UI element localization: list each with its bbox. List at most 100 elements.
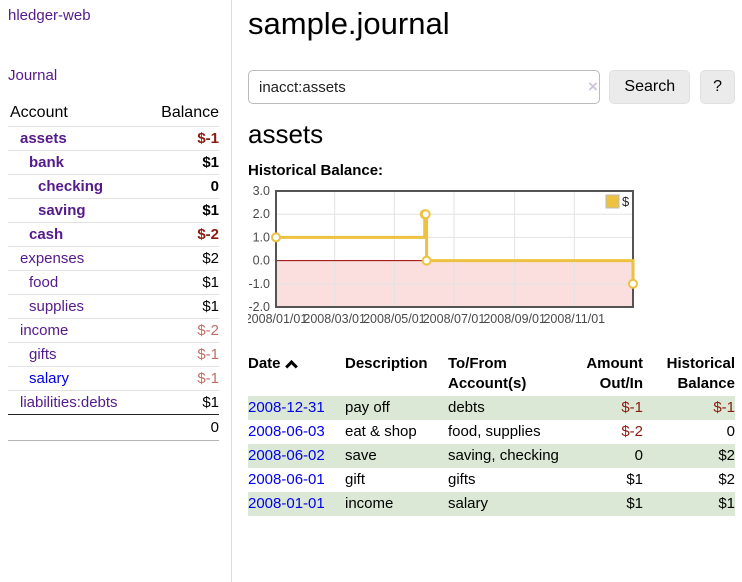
- transaction-date-link[interactable]: 2008-12-31: [248, 399, 325, 416]
- sidebar-account-balance: $-2: [197, 322, 219, 339]
- help-button[interactable]: ?: [700, 70, 735, 104]
- cell-amount: $-2: [621, 423, 643, 440]
- column-header-description: Description: [345, 355, 428, 372]
- sidebar-account-row: expenses $2: [8, 246, 219, 270]
- cell-amount: $1: [626, 495, 643, 512]
- sidebar-account-link[interactable]: salary: [29, 370, 70, 387]
- sidebar-account-row: checking 0: [8, 174, 219, 198]
- cell-date: 2008-01-01: [248, 492, 345, 516]
- sidebar-account-link[interactable]: cash: [29, 226, 64, 243]
- sidebar-account-link[interactable]: gifts: [29, 346, 57, 363]
- cell-balance: $-1: [713, 399, 735, 416]
- x-axis-tick-label: 2008/03/01: [303, 312, 366, 326]
- x-axis-tick-label: 2008/05/01: [363, 312, 426, 326]
- cell-balance: $2: [718, 471, 735, 488]
- balance-chart[interactable]: $3.0 2.0 1.0 0.0 -1.0 -2.0 2008/01/01 2008/03/0…: [245, 184, 735, 340]
- y-axis-tick-label: -1.0: [248, 277, 270, 291]
- column-header-amount: Amount Out/In: [586, 355, 643, 392]
- sidebar-account-balance: $2: [202, 250, 219, 267]
- data-point-marker: [628, 278, 638, 289]
- sidebar-account-link[interactable]: food: [29, 274, 59, 291]
- sidebar-account-link[interactable]: assets: [20, 130, 67, 147]
- sidebar-account-row: food $1: [8, 270, 219, 294]
- sidebar-account-row: bank $1: [8, 150, 219, 174]
- cell-accounts: saving, checking: [448, 447, 559, 464]
- register-header-row: Date Description To/From Account(s) Amou…: [248, 352, 735, 396]
- accounts-grand-total: 0: [8, 414, 219, 441]
- sidebar-account-link[interactable]: bank: [29, 154, 65, 171]
- account-heading: assets: [248, 119, 324, 149]
- cell-amount: 0: [634, 447, 643, 464]
- x-axis-tick-label: 2008/09/01: [483, 312, 546, 326]
- cell-description: income: [345, 495, 394, 512]
- search-bar: × Search ?: [248, 70, 735, 104]
- register-row: 2008-06-01 gift gifts $1 $2: [248, 468, 735, 492]
- cell-balance: 0: [726, 423, 735, 440]
- sidebar-account-link[interactable]: supplies: [29, 298, 85, 315]
- cell-accounts: salary: [448, 495, 489, 512]
- sidebar-account-link[interactable]: expenses: [20, 250, 85, 267]
- sort-ascending-icon: [284, 359, 298, 373]
- sidebar-account-balance: $-1: [197, 130, 219, 147]
- page-title: sample.journal: [248, 6, 450, 41]
- cell-date: 2008-06-02: [248, 444, 345, 468]
- sidebar-account-row: income $-2: [8, 318, 219, 342]
- search-input[interactable]: [248, 70, 601, 104]
- cell-description: save: [345, 447, 377, 464]
- sidebar-account-row: supplies $1: [8, 294, 219, 318]
- sidebar-account-balance: $-2: [197, 226, 219, 243]
- sidebar-account-row: gifts $-1: [8, 342, 219, 366]
- cell-accounts: gifts: [448, 471, 476, 488]
- cell-description: eat & shop: [345, 423, 417, 440]
- account-column-header: Account: [10, 104, 68, 121]
- sidebar-account-balance: 0: [210, 178, 219, 195]
- cell-balance: $2: [718, 447, 735, 464]
- sidebar-account-balance: $1: [202, 274, 219, 291]
- legend-label: $: [622, 194, 630, 209]
- search-button[interactable]: Search: [609, 70, 691, 104]
- cell-accounts: debts: [448, 399, 485, 416]
- chart-title: Historical Balance:: [248, 162, 384, 179]
- sidebar-account-balance: $1: [202, 202, 219, 219]
- sidebar-account-row: salary $-1: [8, 366, 219, 390]
- sidebar-account-link[interactable]: saving: [38, 202, 86, 219]
- cell-description: gift: [345, 471, 366, 488]
- sidebar-account-balance: $1: [202, 154, 219, 171]
- register-table: Date Description To/From Account(s) Amou…: [248, 352, 735, 516]
- sidebar-item-journal[interactable]: Journal: [8, 67, 58, 84]
- x-axis-tick-label: 2008/01/01: [248, 312, 307, 326]
- cell-date: 2008-12-31: [248, 396, 345, 420]
- balance-column-header: Balance: [161, 104, 219, 121]
- transaction-date-link[interactable]: 2008-01-01: [248, 495, 325, 512]
- y-axis-tick-label: 1.0: [253, 230, 270, 244]
- column-header-date[interactable]: Date: [248, 352, 345, 396]
- data-point-marker: [271, 232, 281, 243]
- column-header-accounts: To/From Account(s): [448, 355, 527, 392]
- transaction-date-link[interactable]: 2008-06-02: [248, 447, 325, 464]
- sidebar: hledger-web Journal Account Balance asse…: [0, 0, 232, 582]
- sidebar-account-row: liabilities:debts $1: [8, 390, 219, 414]
- accounts-table-header: Account Balance: [8, 101, 219, 126]
- account-rows: assets $-1 bank $1 checking 0 saving $1 cash $-2 e…: [8, 126, 219, 414]
- transaction-date-link[interactable]: 2008-06-01: [248, 471, 325, 488]
- app-brand-link[interactable]: hledger-web: [8, 7, 91, 24]
- register-row: 2008-12-31 pay off debts $-1 $-1: [248, 396, 735, 420]
- cell-date: 2008-06-03: [248, 420, 345, 444]
- plot-border: [275, 190, 634, 308]
- register-row: 2008-01-01 income salary $1 $1: [248, 492, 735, 516]
- data-point-marker: [420, 209, 431, 220]
- main-content: sample.journal × Search ? assets Histori…: [245, 0, 735, 516]
- transaction-date-link[interactable]: 2008-06-03: [248, 423, 325, 440]
- sidebar-account-link[interactable]: checking: [38, 178, 104, 195]
- sidebar-account-link[interactable]: income: [20, 322, 69, 339]
- sidebar-account-row: cash $-2: [8, 222, 219, 246]
- balance-chart-svg: $3.0 2.0 1.0 0.0 -1.0 -2.02008/01/012008/03/0…: [245, 184, 638, 326]
- register-body: 2008-12-31 pay off debts $-1 $-1 2008-06-03 ea…: [248, 396, 735, 516]
- register-row: 2008-06-03 eat & shop food, supplies $-2 0: [248, 420, 735, 444]
- legend-swatch: [605, 194, 620, 209]
- clear-search-icon[interactable]: ×: [588, 77, 598, 96]
- data-point-marker: [421, 255, 432, 266]
- sidebar-account-link[interactable]: liabilities:debts: [20, 394, 118, 411]
- cell-amount: $1: [626, 471, 643, 488]
- register-row: 2008-06-02 save saving, checking 0 $2: [248, 444, 735, 468]
